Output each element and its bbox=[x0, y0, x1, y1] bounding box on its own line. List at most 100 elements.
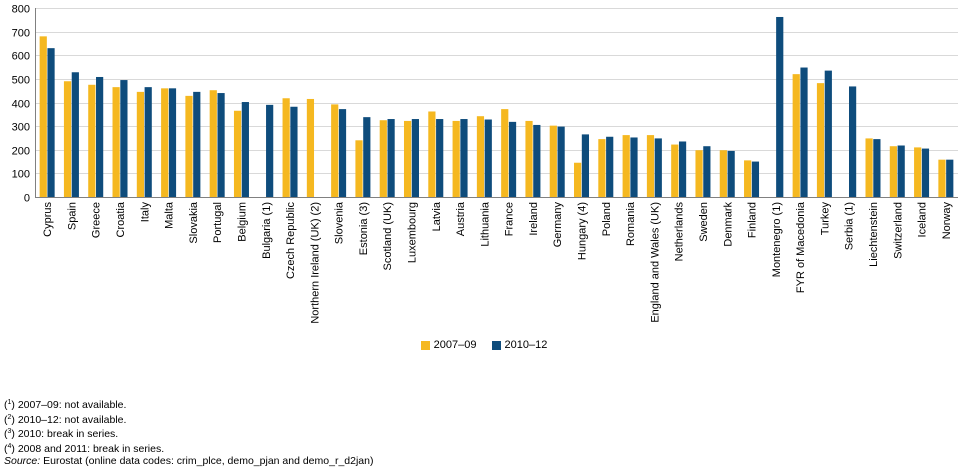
legend: 2007–09 2010–12 bbox=[0, 339, 968, 353]
legend-swatch-series-2 bbox=[491, 340, 501, 350]
x-tick-label: Spain bbox=[66, 202, 78, 230]
bar-series-2 bbox=[168, 88, 177, 197]
x-tick-label: Croatia bbox=[115, 201, 127, 237]
bar-series-2 bbox=[387, 119, 395, 197]
x-tick-label: Slovenia bbox=[334, 201, 346, 244]
bar-series-1 bbox=[549, 125, 557, 197]
bar-series-1 bbox=[452, 120, 460, 197]
footnote-text: 2008 and 2011: break in series. bbox=[17, 442, 165, 455]
bar-series-2 bbox=[897, 145, 905, 197]
x-tick-label: Liechtenstein bbox=[868, 202, 880, 267]
x-tick-label: Malta bbox=[164, 201, 176, 229]
x-tick-label: Hungary (4) bbox=[577, 202, 589, 260]
bar-series-1 bbox=[792, 74, 800, 197]
x-tick-label: Iceland bbox=[917, 202, 929, 237]
x-tick-label: France bbox=[504, 202, 516, 236]
footnote-mark: 4 bbox=[7, 442, 12, 450]
y-axis: 0 100 200 300 400 500 600 700 800 bbox=[12, 4, 36, 205]
footnote: (3) 2010: break in series. bbox=[4, 428, 119, 441]
bar-series-2 bbox=[71, 72, 79, 197]
bar-series-1 bbox=[428, 111, 436, 197]
bar-series-1 bbox=[719, 150, 727, 197]
x-tick-label: Scotland (UK) bbox=[382, 202, 394, 270]
x-tick-label: Czech Republic bbox=[285, 202, 297, 280]
bar-series-1 bbox=[598, 139, 606, 197]
y-tick-label: 300 bbox=[12, 122, 30, 134]
bar-series-1 bbox=[938, 159, 946, 197]
bar-series-2 bbox=[727, 150, 735, 197]
x-tick-label: Austria bbox=[455, 201, 467, 236]
bar-series-1 bbox=[889, 146, 897, 197]
bar-series-2 bbox=[144, 87, 152, 197]
bar-series-1 bbox=[282, 98, 290, 197]
y-tick-label: 200 bbox=[12, 146, 30, 158]
x-tick-label: Northern Ireland (UK) (2) bbox=[309, 202, 321, 324]
bar-series-2 bbox=[120, 80, 128, 197]
x-tick-label: Romania bbox=[625, 201, 637, 246]
bar-series-1 bbox=[306, 98, 315, 197]
bar-series-1 bbox=[501, 109, 509, 197]
bar-series-2 bbox=[557, 126, 565, 197]
legend-item-series-2: 2010–12 bbox=[491, 339, 548, 351]
bar-series-2 bbox=[193, 91, 201, 197]
bar-series-2 bbox=[581, 134, 590, 197]
footnote-mark: 2 bbox=[7, 413, 12, 421]
x-tick-label: Portugal bbox=[212, 202, 224, 243]
legend-label-series-2: 2010–12 bbox=[504, 339, 548, 351]
x-tick-label: Ireland bbox=[528, 202, 540, 236]
x-tick-label: Finland bbox=[747, 202, 759, 238]
footnote-mark: 1 bbox=[7, 399, 12, 406]
bar-series-2 bbox=[460, 119, 468, 197]
bar-series-1 bbox=[476, 116, 485, 197]
bar-series-2 bbox=[776, 16, 784, 198]
x-tick-label: Germany bbox=[552, 202, 564, 248]
bar-series-1 bbox=[744, 160, 752, 197]
x-tick-label: Poland bbox=[601, 202, 613, 236]
bar-series-2 bbox=[800, 67, 808, 197]
x-tick-label: Estonia (3) bbox=[358, 202, 370, 255]
bar-series-2 bbox=[484, 119, 492, 197]
bar-series-2 bbox=[411, 119, 419, 197]
x-tick-label: Bulgaria (1) bbox=[261, 202, 273, 259]
bar-series-1 bbox=[671, 144, 679, 197]
bar-series-1 bbox=[646, 135, 655, 197]
x-tick-label: Lithuania bbox=[479, 201, 491, 247]
bar-series-1 bbox=[379, 120, 387, 197]
bar-series-2 bbox=[436, 119, 444, 197]
y-tick-label: 500 bbox=[12, 75, 30, 87]
bar-series-2 bbox=[606, 136, 614, 197]
footnote: (1) 2007–09: not available. bbox=[4, 399, 127, 411]
bar-series-1 bbox=[865, 138, 873, 197]
x-tick-label: Netherlands bbox=[674, 202, 686, 262]
bar-series-2 bbox=[630, 137, 638, 197]
x-tick-label: Belgium bbox=[236, 202, 248, 242]
bar-series-2 bbox=[824, 70, 832, 197]
footnote-mark: 3 bbox=[7, 428, 12, 436]
bar-series-1 bbox=[233, 110, 242, 197]
x-tick-label: Italy bbox=[139, 202, 151, 223]
source-text: Eurostat (online data codes: crim_plce, … bbox=[43, 455, 374, 468]
y-tick-label: 800 bbox=[12, 4, 30, 16]
bar-series-2 bbox=[751, 161, 760, 197]
bar-series-1 bbox=[161, 88, 169, 197]
x-tick-label: FYR of Macedonia bbox=[795, 201, 807, 293]
bar-series-2 bbox=[533, 124, 541, 197]
x-tick-label: Denmark bbox=[722, 202, 734, 247]
bar-series-2 bbox=[266, 104, 274, 197]
bar-series-1 bbox=[525, 120, 533, 197]
footnote-text: 2010: break in series. bbox=[17, 428, 119, 441]
bar-series-1 bbox=[574, 162, 582, 197]
bar-series-1 bbox=[39, 36, 47, 197]
bar-series-1 bbox=[816, 83, 825, 197]
x-tick-label: Cyprus bbox=[42, 202, 54, 237]
footnote: (4) 2008 and 2011: break in series. bbox=[4, 442, 165, 455]
bar-series-1 bbox=[88, 84, 96, 197]
bar-series-2 bbox=[703, 146, 711, 197]
bar-series-1 bbox=[112, 87, 120, 197]
y-tick-label: 600 bbox=[12, 51, 30, 63]
bar-series-1 bbox=[331, 104, 339, 197]
x-tick-label: England and Wales (UK) bbox=[649, 202, 661, 323]
bar-series-2 bbox=[338, 109, 347, 197]
bar-series-1 bbox=[63, 81, 72, 197]
x-tick-label: Serbia (1) bbox=[844, 202, 856, 250]
